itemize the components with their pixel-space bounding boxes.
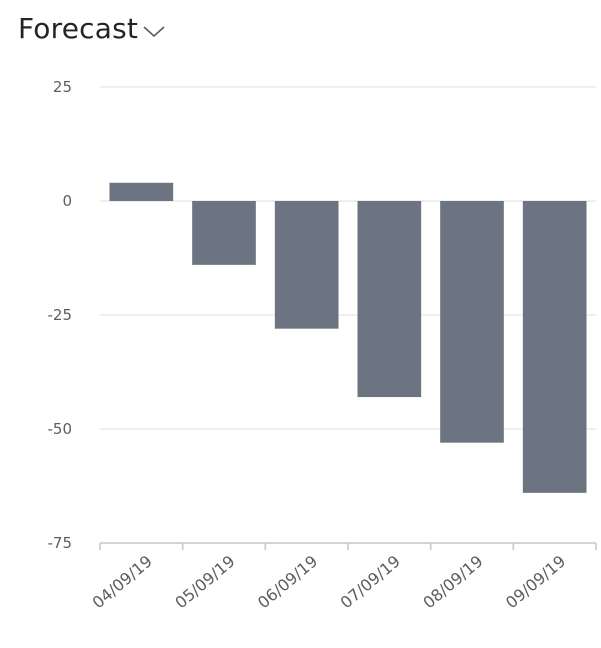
- bar-04-09-19[interactable]: [109, 182, 174, 201]
- visual-title: Forecast: [18, 12, 139, 45]
- y-axis-ticks: 25 0 -25 -50 -75: [48, 78, 73, 552]
- chevron-down-icon[interactable]: [142, 22, 166, 40]
- y-tick-label: 25: [53, 78, 72, 96]
- x-tick-label: 08/09/19: [419, 552, 486, 613]
- x-tick-label: 04/09/19: [89, 552, 156, 613]
- bar-07-09-19[interactable]: [357, 201, 422, 398]
- x-tick-label: 06/09/19: [254, 552, 321, 613]
- y-tick-label: -75: [48, 534, 73, 552]
- bars: [109, 182, 587, 493]
- bar-06-09-19[interactable]: [274, 201, 339, 329]
- x-axis-ticks: 04/09/19 05/09/19 06/09/19 07/09/19 08/09/19…: [89, 552, 570, 613]
- bar-08-09-19[interactable]: [440, 201, 504, 443]
- bar-05-09-19[interactable]: [192, 201, 256, 265]
- y-tick-label: -50: [48, 420, 73, 438]
- x-axis: [99, 542, 597, 550]
- x-tick-label: 05/09/19: [171, 552, 238, 613]
- y-tick-label: -25: [48, 306, 73, 324]
- visual-header[interactable]: Forecast: [18, 12, 166, 45]
- gridlines: [100, 86, 596, 430]
- bar-09-09-19[interactable]: [522, 201, 587, 493]
- x-tick-label: 09/09/19: [502, 552, 569, 613]
- x-tick-label: 07/09/19: [337, 552, 404, 613]
- y-tick-label: 0: [62, 192, 72, 210]
